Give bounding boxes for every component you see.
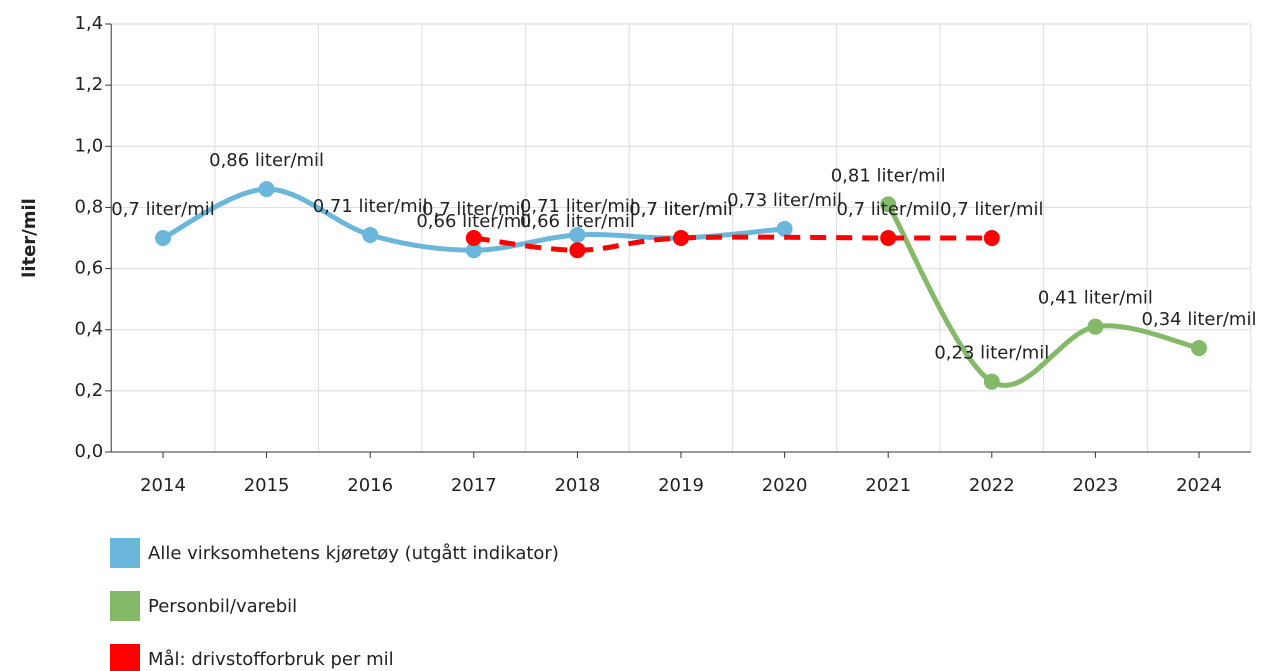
data-label: 0,66 liter/mil bbox=[416, 211, 531, 232]
data-label: 0,7 liter/mil bbox=[111, 199, 214, 220]
data-point bbox=[569, 242, 586, 259]
x-tick-label: 2023 bbox=[1072, 475, 1118, 496]
data-label: 0,7 liter/mil bbox=[940, 199, 1043, 220]
x-tick-label: 2016 bbox=[347, 475, 393, 496]
x-tick-label: 2020 bbox=[762, 475, 808, 496]
data-label: 0,7 liter/mil bbox=[836, 199, 939, 220]
data-label: 0,7 liter/mil bbox=[422, 199, 525, 220]
data-point bbox=[362, 226, 379, 243]
data-label: 0,86 liter/mil bbox=[209, 150, 324, 171]
legend-swatch bbox=[110, 644, 140, 671]
data-label: 0,73 liter/mil bbox=[727, 190, 842, 211]
y-tick-label: 0,4 bbox=[75, 319, 104, 340]
data-point bbox=[776, 220, 793, 237]
data-label: 0,7 liter/mil bbox=[629, 199, 732, 220]
x-tick-label: 2014 bbox=[140, 475, 186, 496]
x-tick-label: 2015 bbox=[244, 475, 290, 496]
y-axis-label: liter/mil bbox=[19, 198, 40, 278]
data-point bbox=[1087, 318, 1104, 335]
y-tick-label: 0,8 bbox=[75, 196, 104, 217]
y-tick-label: 0,6 bbox=[75, 258, 104, 279]
y-tick-label: 1,2 bbox=[75, 74, 104, 95]
data-point bbox=[155, 230, 171, 246]
data-label: 0,71 liter/mil bbox=[520, 196, 635, 217]
data-point bbox=[569, 226, 586, 243]
data-point bbox=[673, 230, 689, 246]
legend-label: Mål: drivstofforbruk per mil bbox=[148, 649, 394, 670]
data-point bbox=[880, 196, 897, 213]
x-tick-label: 2024 bbox=[1176, 475, 1222, 496]
y-tick-label: 0,0 bbox=[75, 441, 104, 462]
data-label: 0,71 liter/mil bbox=[313, 196, 428, 217]
data-label: 0,41 liter/mil bbox=[1038, 288, 1153, 309]
data-point bbox=[258, 181, 275, 198]
x-tick-label: 2021 bbox=[865, 475, 911, 496]
x-tick-label: 2017 bbox=[451, 475, 497, 496]
series-line bbox=[473, 234, 992, 253]
y-tick-label: 0,2 bbox=[75, 380, 104, 401]
legend-label: Alle virksomhetens kjøretøy (utgått indi… bbox=[148, 543, 559, 564]
data-label: 0,7 liter/mil bbox=[629, 199, 732, 220]
data-point bbox=[983, 373, 1000, 390]
data-point bbox=[465, 230, 482, 246]
data-point bbox=[983, 230, 1000, 246]
data-point bbox=[465, 242, 482, 259]
data-point bbox=[880, 230, 897, 246]
y-tick-label: 1,0 bbox=[75, 135, 104, 156]
series-line bbox=[886, 203, 1200, 388]
x-tick-label: 2018 bbox=[554, 475, 600, 496]
legend-swatch bbox=[110, 591, 140, 621]
legend-label: Personbil/varebil bbox=[148, 596, 297, 617]
data-point bbox=[1191, 340, 1207, 357]
x-tick-label: 2022 bbox=[969, 475, 1015, 496]
data-label: 0,81 liter/mil bbox=[831, 165, 946, 186]
data-label: 0,34 liter/mil bbox=[1142, 309, 1257, 330]
legend-swatch bbox=[110, 538, 140, 568]
data-label: 0,66 liter/mil bbox=[520, 211, 635, 232]
x-tick-label: 2019 bbox=[658, 475, 704, 496]
data-label: 0,23 liter/mil bbox=[934, 343, 1049, 364]
y-tick-label: 1,4 bbox=[75, 13, 104, 34]
